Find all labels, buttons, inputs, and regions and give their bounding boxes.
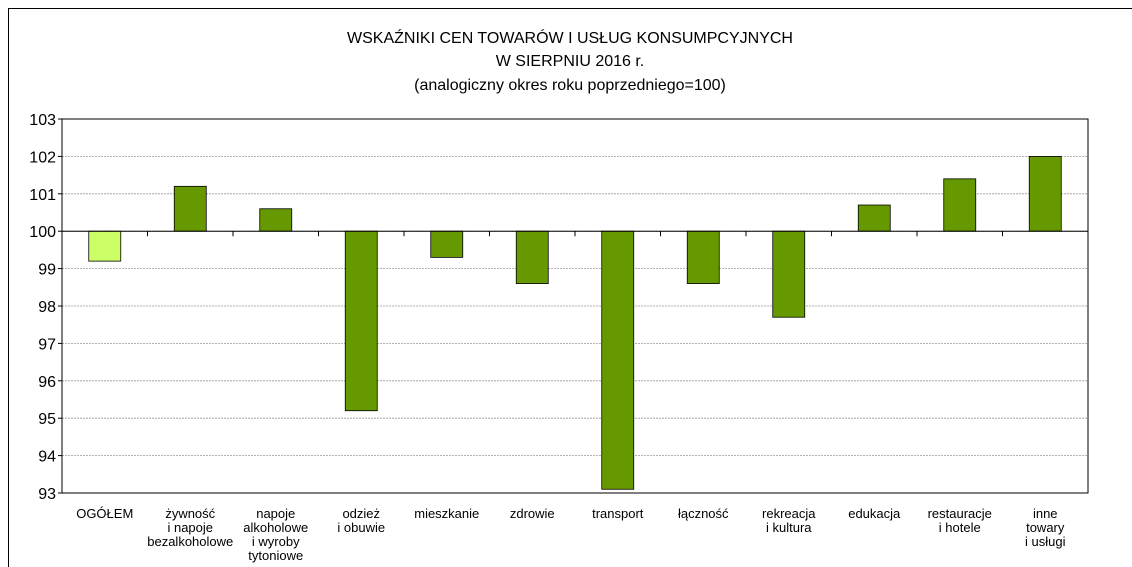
y-tick-label: 97 (38, 336, 56, 353)
x-tick-label: mieszkanie (414, 506, 479, 521)
x-tick-label: odzież i obuwie (337, 506, 385, 535)
chart-title: W SIERPNIU 2016 r. (496, 53, 645, 70)
plot-area (61, 118, 1089, 494)
bar (601, 230, 635, 490)
chart-title: WSKAŹNIKI CEN TOWARÓW I USŁUG KONSUMPCYJ… (347, 28, 793, 47)
x-tick-label: łączność (678, 506, 729, 521)
bar (772, 230, 806, 318)
y-tick-label: 95 (38, 411, 56, 428)
y-tick-label: 101 (29, 187, 56, 204)
x-tick-label: napoje alkoholowe i wyroby tytoniowe (243, 506, 308, 563)
x-tick-label: restauracje i hotele (928, 506, 992, 535)
x-tick-label: edukacja (848, 506, 901, 521)
x-tick-label: zdrowie (510, 506, 555, 521)
bar (943, 178, 977, 232)
bar (344, 230, 378, 412)
x-tick-label: żywność i napoje bezalkoholowe (147, 506, 233, 549)
y-tick-label: 98 (38, 299, 56, 316)
x-tick-label: OGÓŁEM (76, 506, 133, 521)
y-tick-label: 102 (29, 149, 56, 166)
x-tick-label: transport (592, 506, 644, 521)
bar (686, 230, 720, 284)
y-tick-label: 99 (38, 262, 56, 279)
y-tick-label: 93 (38, 486, 56, 503)
x-tick-label: inne towary i usługi (1025, 506, 1066, 549)
x-tick-label: rekreacja i kultura (762, 506, 816, 535)
bar (173, 185, 207, 232)
y-tick-label: 94 (38, 449, 56, 466)
bar (515, 230, 549, 284)
y-tick-label: 103 (29, 112, 56, 129)
bar (259, 208, 293, 232)
chart-title: (analogiczny okres roku poprzedniego=100… (414, 77, 726, 94)
bar (857, 204, 891, 232)
bar (1028, 155, 1062, 232)
bar (430, 230, 464, 258)
bar (88, 230, 122, 262)
y-tick-label: 96 (38, 374, 56, 391)
y-tick-label: 100 (29, 224, 56, 241)
